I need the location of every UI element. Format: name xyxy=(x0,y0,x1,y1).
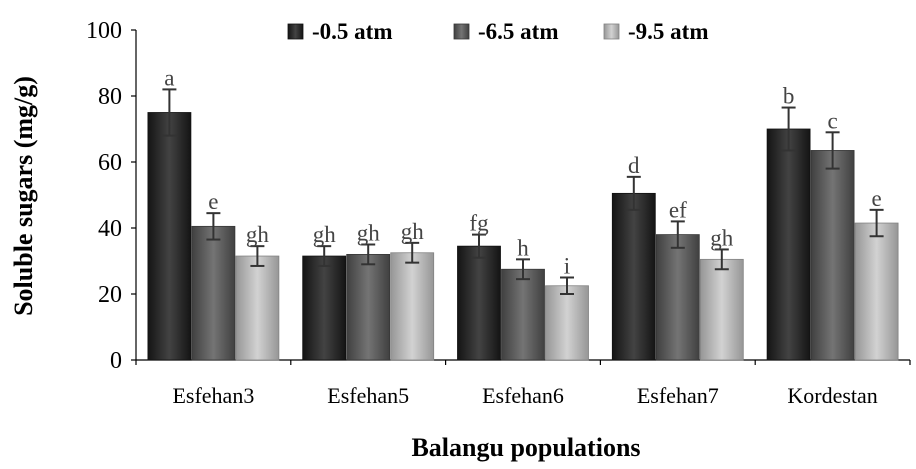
significance-label: gh xyxy=(710,225,734,250)
bar xyxy=(235,255,280,361)
legend-label: -6.5 atm xyxy=(478,19,558,44)
bar xyxy=(766,128,811,361)
significance-label: ef xyxy=(669,197,687,222)
legend-swatch xyxy=(453,23,470,40)
bar xyxy=(346,253,391,361)
significance-label: c xyxy=(827,108,837,133)
significance-label: gh xyxy=(313,222,337,247)
y-tick-label: 0 xyxy=(110,348,122,374)
significance-label: gh xyxy=(246,222,270,247)
bar xyxy=(390,252,435,361)
significance-label: h xyxy=(517,235,529,260)
x-tick-label: Kordestan xyxy=(787,383,877,408)
significance-label: fg xyxy=(469,211,489,236)
significance-label: gh xyxy=(401,219,425,244)
bar xyxy=(191,225,236,361)
x-axis-title: Balangu populations xyxy=(411,433,640,462)
significance-label: a xyxy=(164,65,174,90)
legend-label: -9.5 atm xyxy=(628,19,708,44)
significance-label: gh xyxy=(357,221,381,246)
legend-swatch xyxy=(287,23,304,40)
y-tick-label: 100 xyxy=(86,18,122,44)
bar xyxy=(699,258,744,361)
significance-label: b xyxy=(783,84,795,109)
bar xyxy=(147,112,192,361)
significance-label: d xyxy=(628,153,640,178)
legend: -0.5 atm -6.5 atm -9.5 atm xyxy=(287,19,708,44)
y-tick-label: 40 xyxy=(98,216,122,242)
bar xyxy=(854,222,899,361)
bar xyxy=(457,245,501,361)
y-axis-title: Soluble sugars (mg/g) xyxy=(9,76,38,316)
significance-label: i xyxy=(564,254,570,279)
x-tick-label: Esfehan6 xyxy=(482,383,564,408)
bar xyxy=(611,192,656,361)
bar xyxy=(810,150,855,361)
legend-label: -0.5 atm xyxy=(312,19,392,44)
x-tick-label: Esfehan7 xyxy=(637,383,719,408)
bar xyxy=(302,255,347,361)
bar xyxy=(501,268,545,361)
x-tick-label: Esfehan5 xyxy=(327,383,409,408)
y-tick-label: 60 xyxy=(98,150,122,176)
axes: 0 20 40 60 80 100 Esfehan3 Esfehan5 Esfehan6 Esfe… xyxy=(86,18,911,408)
bar xyxy=(545,285,589,361)
y-tick-label: 20 xyxy=(98,282,122,308)
significance-label: e xyxy=(208,189,218,214)
bar xyxy=(655,234,700,361)
x-tick-label: Esfehan3 xyxy=(172,383,254,408)
significance-label: e xyxy=(871,186,881,211)
y-tick-label: 80 xyxy=(98,84,122,110)
legend-swatch xyxy=(603,23,620,40)
